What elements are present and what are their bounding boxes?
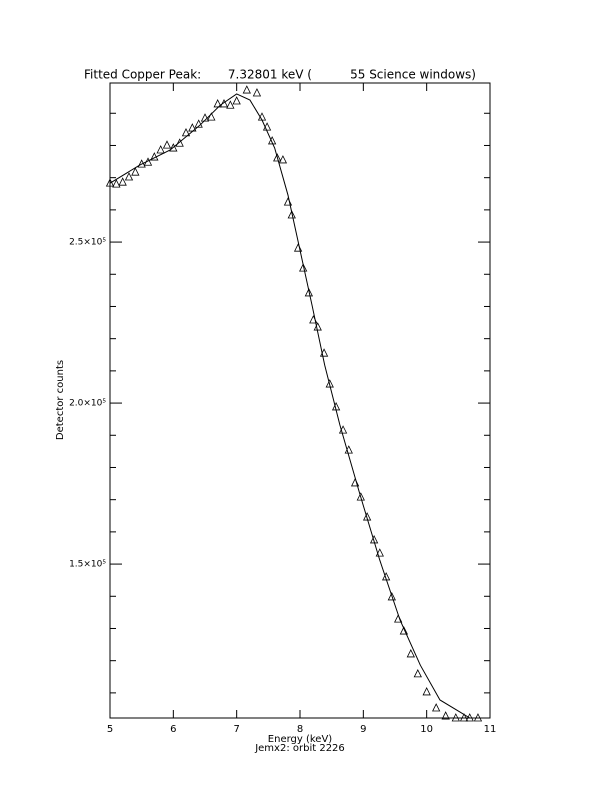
data-point <box>313 322 322 331</box>
data-point <box>162 140 172 149</box>
data-point <box>112 179 121 188</box>
plot-frame <box>109 82 491 719</box>
data-point <box>242 85 251 94</box>
y-tick-label: 2.0×10⁵ <box>69 399 106 409</box>
data-point <box>181 128 191 137</box>
subtitle: Jemx2: orbit 2226 <box>254 743 345 754</box>
data-point <box>451 713 460 722</box>
y-tick-label: 2.5×10⁵ <box>69 238 106 248</box>
data-point <box>406 649 415 658</box>
x-tick-label: 10 <box>420 724 433 735</box>
data-point <box>473 713 483 722</box>
x-tick-label: 7 <box>233 724 239 735</box>
x-axis-label: Energy (keV) <box>268 734 333 745</box>
data-point <box>194 119 203 128</box>
x-tick-label: 8 <box>297 724 303 735</box>
data-point <box>356 492 365 501</box>
data-point <box>362 512 372 521</box>
data-point <box>200 113 210 122</box>
data-point <box>287 210 296 219</box>
data-point <box>118 177 127 186</box>
data-point <box>413 668 422 678</box>
x-tick-label: 11 <box>484 724 497 735</box>
y-tick-label: 1.5×10⁵ <box>69 560 106 570</box>
data-point <box>175 138 184 147</box>
data-point <box>441 711 450 720</box>
data-point <box>131 167 140 176</box>
chart-title: Fitted Copper Peak: 7.32801 keV ( 55 Sci… <box>84 68 476 82</box>
data-point <box>124 172 134 181</box>
x-tick-label: 6 <box>170 724 176 735</box>
data-point <box>325 379 334 388</box>
data-point <box>273 153 282 162</box>
data-point <box>232 96 241 105</box>
data-point <box>375 548 384 557</box>
data-point <box>252 88 262 97</box>
data-point <box>299 263 308 272</box>
data-point <box>226 100 235 109</box>
data-point <box>387 592 396 601</box>
y-axis-label: Detector counts <box>55 360 66 440</box>
data-point <box>304 288 314 297</box>
data-point <box>278 155 288 164</box>
data-point <box>459 713 469 722</box>
fit-line <box>109 93 470 719</box>
data-point <box>156 145 165 154</box>
data-point <box>293 243 303 252</box>
x-tick-label: 5 <box>107 724 113 735</box>
data-point <box>213 99 222 108</box>
data-point <box>432 703 441 712</box>
data-point <box>399 626 409 635</box>
data-point <box>422 687 431 696</box>
x-tick-label: 9 <box>360 724 366 735</box>
data-point <box>267 136 277 145</box>
data-point <box>169 143 178 152</box>
data-point <box>207 112 216 121</box>
